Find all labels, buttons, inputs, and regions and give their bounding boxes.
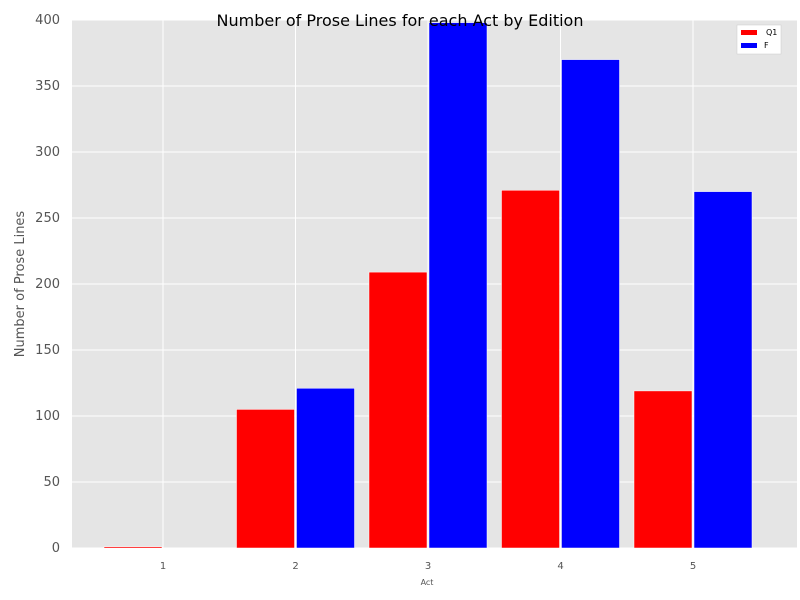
x-axis-label: Act bbox=[421, 578, 434, 587]
legend: Q1 F bbox=[736, 24, 782, 55]
bar-q1-act-1 bbox=[103, 546, 163, 549]
x-tick-labels: 1 2 3 4 5 bbox=[160, 561, 696, 572]
y-tick-label: 350 bbox=[35, 79, 60, 94]
x-tick-label: 5 bbox=[690, 561, 696, 572]
legend-swatch-q1 bbox=[741, 30, 757, 35]
y-tick-labels: 0 50 100 150 200 250 300 350 400 bbox=[35, 13, 60, 556]
bar-q1-act-3 bbox=[368, 271, 428, 549]
y-tick-label: 150 bbox=[35, 343, 60, 358]
chart-title: Number of Prose Lines for each Act by Ed… bbox=[217, 11, 584, 30]
y-tick-label: 100 bbox=[35, 409, 60, 424]
legend-swatch-f bbox=[741, 43, 757, 48]
legend-label-q1: Q1 bbox=[766, 28, 777, 37]
bar-f-act-3 bbox=[428, 22, 488, 549]
bars bbox=[103, 22, 753, 549]
y-tick-label: 0 bbox=[52, 541, 60, 556]
x-tick-label: 1 bbox=[160, 561, 166, 572]
legend-box bbox=[736, 24, 782, 55]
y-tick-label: 400 bbox=[35, 13, 60, 28]
y-tick-label: 250 bbox=[35, 211, 60, 226]
bar-q1-act-2 bbox=[236, 409, 295, 549]
y-tick-label: 300 bbox=[35, 145, 60, 160]
x-tick-label: 4 bbox=[557, 561, 563, 572]
bar-f-act-4 bbox=[561, 59, 620, 549]
y-tick-label: 50 bbox=[43, 475, 60, 490]
y-axis-label: Number of Prose Lines bbox=[13, 211, 28, 358]
bar-f-act-5 bbox=[693, 191, 753, 549]
y-tick-label: 200 bbox=[35, 277, 60, 292]
bar-q1-act-4 bbox=[501, 190, 560, 549]
legend-label-f: F bbox=[764, 41, 769, 50]
x-tick-label: 2 bbox=[292, 561, 298, 572]
bar-f-act-2 bbox=[296, 388, 355, 549]
x-tick-label: 3 bbox=[425, 561, 431, 572]
bar-q1-act-5 bbox=[633, 390, 693, 549]
